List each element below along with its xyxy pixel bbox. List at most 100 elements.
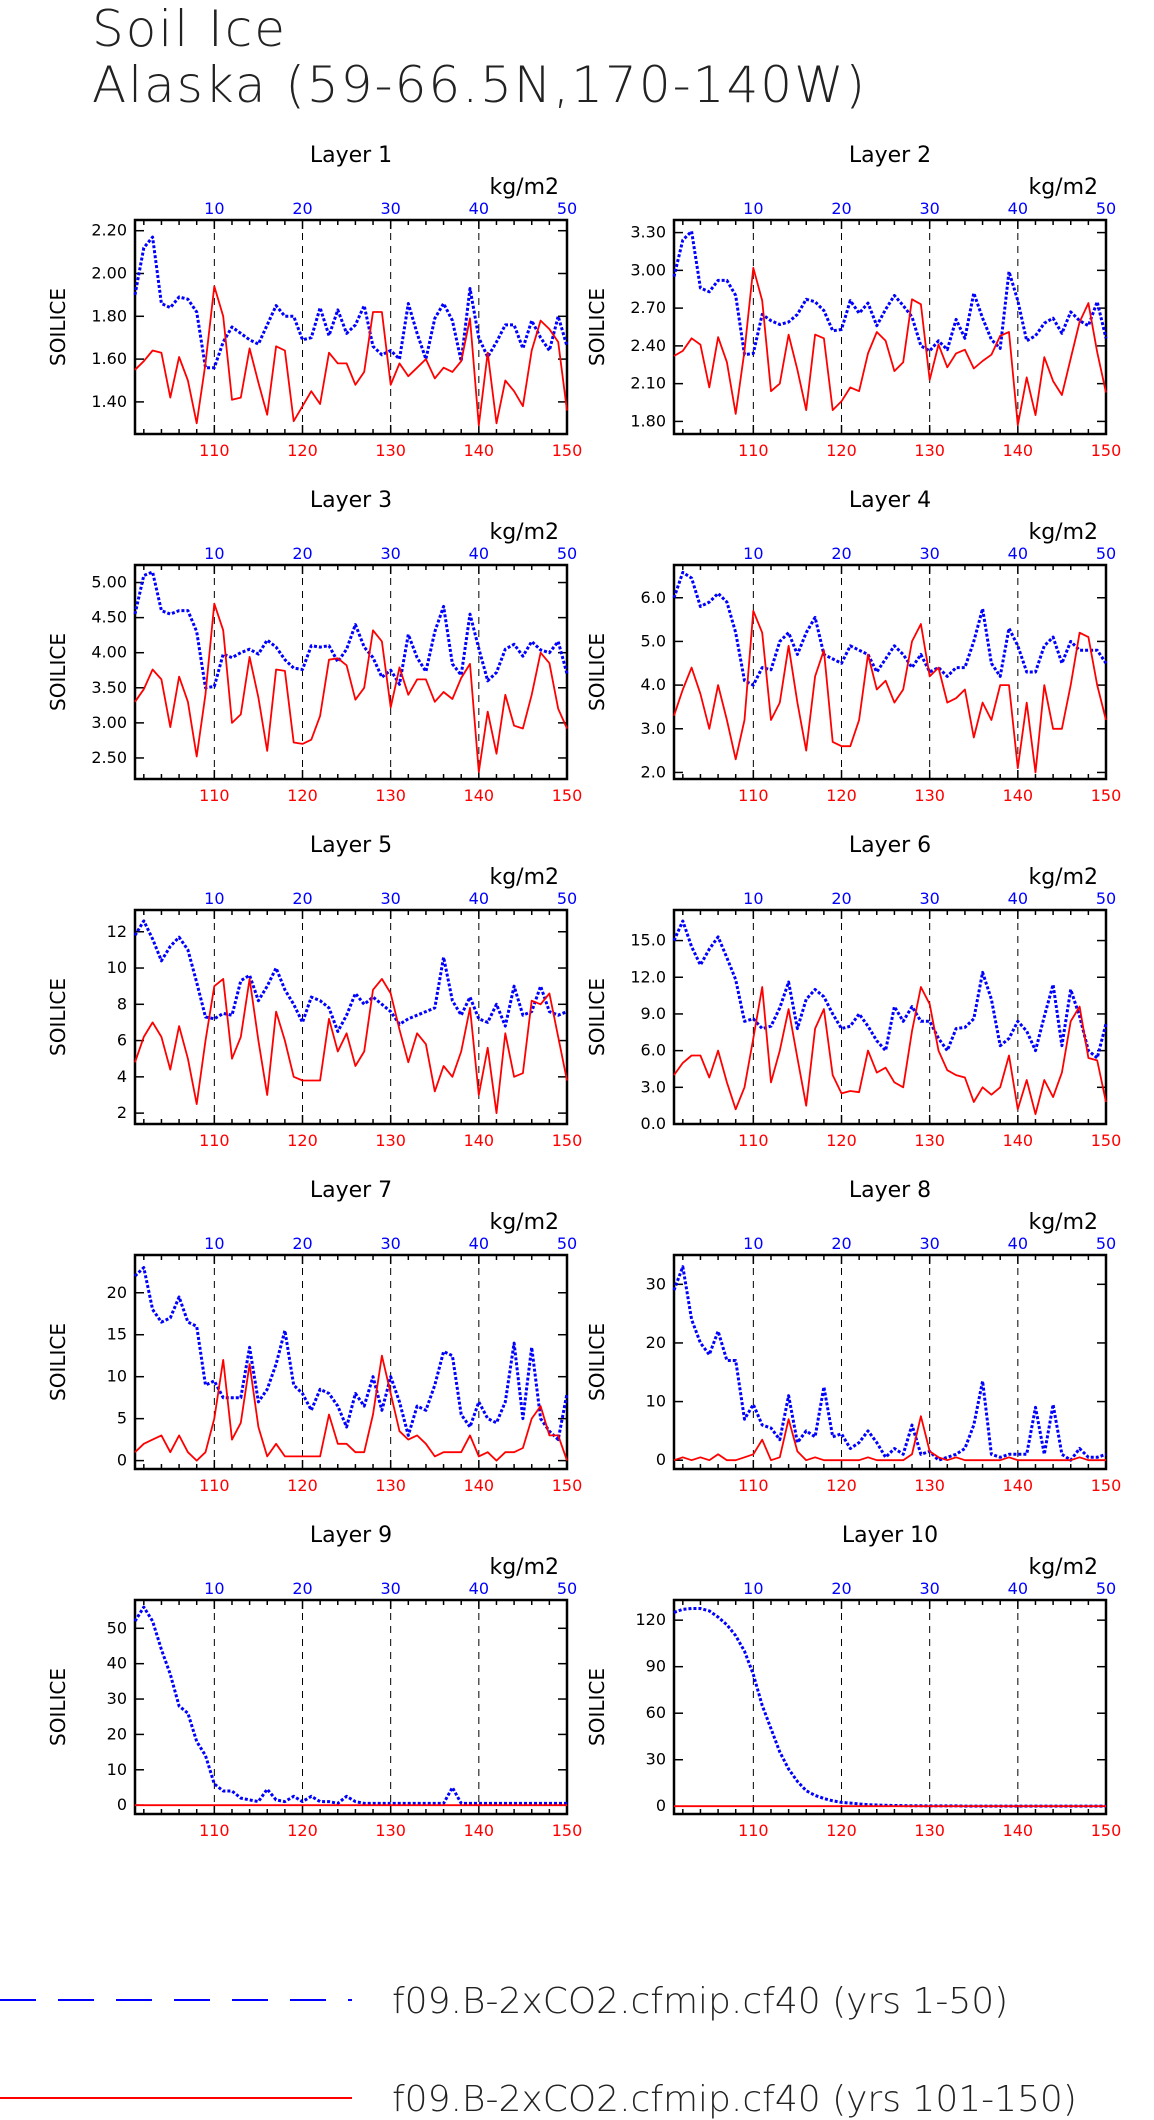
y-tick-label: 10: [107, 958, 127, 977]
panel-title: Layer 4: [849, 488, 931, 513]
top-tick-label: 10: [743, 889, 763, 908]
plot-frame: [133, 1598, 569, 1816]
bottom-tick-label: 130: [914, 1821, 945, 1840]
y-axis-label: SOILICE: [585, 978, 609, 1056]
y-tick-label: 10: [107, 1760, 127, 1779]
top-tick-label: 40: [1008, 1579, 1028, 1598]
y-tick-label: 2.40: [630, 336, 666, 355]
plot-frame: [133, 563, 569, 781]
top-tick-label: 30: [380, 1579, 400, 1598]
series-line-yrs-1-50: [673, 1607, 1106, 1808]
top-axis-unit: kg/m2: [1028, 865, 1098, 890]
top-axis-unit: kg/m2: [489, 1210, 559, 1235]
y-tick-label: 1.80: [91, 306, 127, 325]
series-line-yrs-101-150: [134, 602, 568, 773]
bottom-tick-label: 120: [287, 1476, 318, 1495]
y-tick-label: 20: [107, 1283, 127, 1302]
bottom-tick-label: 140: [464, 1476, 495, 1495]
plot-frame: [133, 218, 569, 436]
series-line-yrs-1-50: [133, 570, 569, 690]
y-tick-label: 4.00: [91, 643, 127, 662]
y-tick-label: 5.00: [91, 573, 127, 592]
y-tick-label: 9.0: [641, 1004, 666, 1023]
top-tick-label: 30: [380, 1234, 400, 1253]
bottom-tick-label: 140: [1003, 1821, 1034, 1840]
y-tick-label: 30: [646, 1274, 666, 1293]
top-axis-unit: kg/m2: [489, 520, 559, 545]
bottom-tick-label: 120: [826, 441, 857, 460]
y-axis-label: SOILICE: [46, 633, 70, 711]
y-tick-label: 8: [117, 994, 127, 1013]
y-tick-label: 40: [107, 1654, 127, 1673]
top-tick-label: 10: [204, 199, 224, 218]
bottom-tick-label: 110: [738, 1131, 769, 1150]
top-tick-label: 40: [1008, 544, 1028, 563]
y-tick-label: 60: [646, 1703, 666, 1722]
y-tick-label: 1.40: [91, 392, 127, 411]
top-tick-label: 10: [743, 1234, 763, 1253]
top-tick-label: 30: [919, 1579, 939, 1598]
bottom-tick-label: 110: [738, 1821, 769, 1840]
legend-item-2: f09.B-2xCO2.cfmip.cf40 (yrs 101-150): [0, 2079, 1077, 2120]
series-line-yrs-1-50: [672, 919, 1108, 1060]
top-tick-label: 40: [469, 1234, 489, 1253]
panel-title: Layer 2: [849, 143, 931, 168]
bottom-tick-label: 130: [375, 441, 406, 460]
bottom-tick-label: 150: [552, 1131, 583, 1150]
y-tick-label: 12.0: [630, 967, 666, 986]
bottom-tick-label: 140: [464, 441, 495, 460]
bottom-tick-label: 120: [287, 1131, 318, 1150]
y-tick-label: 120: [635, 1610, 666, 1629]
panel-title: Layer 7: [310, 1178, 392, 1203]
top-tick-label: 20: [292, 1579, 312, 1598]
bottom-tick-label: 110: [199, 441, 230, 460]
top-tick-label: 50: [1096, 544, 1116, 563]
top-tick-label: 30: [919, 889, 939, 908]
top-tick-label: 10: [204, 1579, 224, 1598]
top-tick-label: 40: [469, 889, 489, 908]
y-tick-label: 6: [117, 1031, 127, 1050]
plot-frame: [672, 218, 1108, 436]
y-tick-label: 3.0: [641, 1077, 666, 1096]
bottom-tick-label: 120: [287, 1821, 318, 1840]
top-tick-label: 30: [380, 889, 400, 908]
top-tick-label: 50: [1096, 199, 1116, 218]
chart-panel-5: Layer 5 kg/m2 10 20 30 40 50 110 120 130 140 150 2 4 6…: [46, 833, 582, 1150]
top-tick-label: 50: [557, 199, 577, 218]
top-axis-unit: kg/m2: [1028, 175, 1098, 200]
y-tick-label: 4.0: [641, 675, 666, 694]
chart-panel-2: Layer 2 kg/m2 10 20 30 40 50 110 120 130 140 150 1.8…: [585, 143, 1121, 460]
bottom-tick-label: 130: [914, 1131, 945, 1150]
bottom-tick-label: 110: [738, 1476, 769, 1495]
top-tick-label: 40: [469, 199, 489, 218]
y-tick-label: 10: [107, 1367, 127, 1386]
y-tick-label: 90: [646, 1657, 666, 1676]
top-axis-unit: kg/m2: [489, 865, 559, 890]
y-axis-label: SOILICE: [585, 633, 609, 711]
bottom-tick-label: 120: [826, 1131, 857, 1150]
bottom-tick-label: 120: [287, 786, 318, 805]
y-tick-label: 5.0: [641, 631, 666, 650]
bottom-tick-label: 150: [552, 441, 583, 460]
bottom-tick-label: 150: [1091, 786, 1122, 805]
series-line-yrs-1-50: [133, 919, 568, 1033]
y-axis-label: SOILICE: [46, 288, 70, 366]
legend-item-1: f09.B-2xCO2.cfmip.cf40 (yrs 1-50): [0, 1981, 1008, 2022]
y-tick-label: 2.50: [91, 748, 127, 767]
top-tick-label: 20: [831, 1579, 851, 1598]
plot-frame: [672, 1598, 1108, 1816]
y-tick-label: 30: [107, 1689, 127, 1708]
top-tick-label: 10: [204, 1234, 224, 1253]
legend-label: f09.B-2xCO2.cfmip.cf40 (yrs 101-150): [392, 2079, 1077, 2120]
bottom-tick-label: 110: [199, 1131, 230, 1150]
bottom-tick-label: 130: [375, 1131, 406, 1150]
top-axis-unit: kg/m2: [1028, 1210, 1098, 1235]
top-tick-label: 10: [204, 889, 224, 908]
top-tick-label: 30: [919, 544, 939, 563]
y-tick-label: 15.0: [630, 931, 666, 950]
top-tick-label: 40: [469, 1579, 489, 1598]
panel-title: Layer 1: [310, 143, 392, 168]
y-tick-label: 30: [646, 1750, 666, 1769]
plot-frame: [672, 563, 1108, 781]
y-tick-label: 2.00: [91, 264, 127, 283]
